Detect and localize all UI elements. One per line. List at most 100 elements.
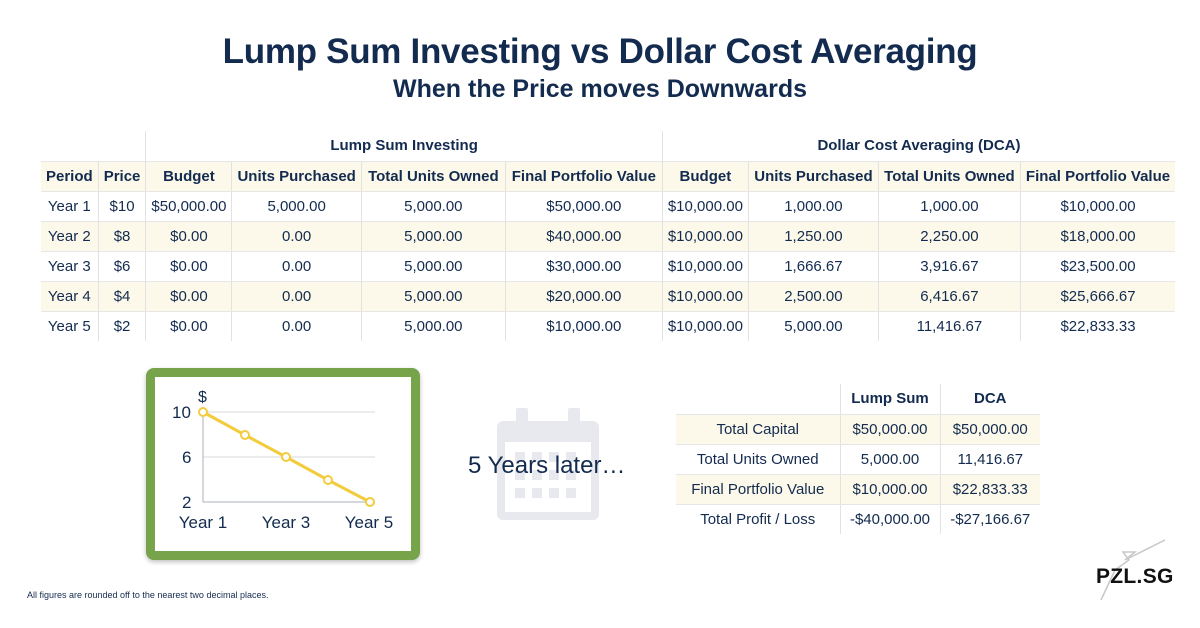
summary-header-blank	[676, 384, 840, 415]
group-header-lump-sum: Lump Sum Investing	[145, 131, 663, 162]
data-point-year-1	[198, 407, 208, 417]
cell-ls-final-value: $30,000.00	[504, 251, 663, 282]
x-tick-year-3: Year 3	[262, 513, 311, 532]
column-header-ls-total-units: Total Units Owned	[360, 161, 506, 192]
cell-period: Year 5	[47, 317, 91, 335]
cell-ls-units-purchased: 0.00	[231, 311, 362, 341]
cell-price: $2	[97, 311, 146, 341]
y-tick-2: 2	[182, 493, 191, 512]
summary-label: Total Profit / Loss	[700, 510, 816, 528]
summary-lump-sum-value: $10,000.00	[839, 474, 940, 505]
cell-ls-budget: $0.00	[145, 221, 232, 252]
page-subtitle: When the Price moves Downwards	[393, 75, 807, 103]
five-years-later-caption: 5 Years later…	[468, 452, 626, 479]
cell-ls-final-value: $20,000.00	[504, 281, 663, 312]
cell-price: $8	[97, 221, 146, 252]
data-point-year-2	[240, 430, 250, 440]
cell-dca-final-value: $25,666.67	[1019, 281, 1176, 312]
cell-ls-budget: $50,000.00	[145, 191, 232, 222]
column-header-period: Period	[41, 161, 99, 192]
comparison-table: Lump Sum Investing Dollar Cost Averaging…	[41, 131, 1176, 341]
table-row-year-5: Year 5 $2 $0.00 0.00 5,000.00 $10,000.00…	[41, 311, 1176, 341]
cell-dca-units-purchased: 1,000.00	[747, 191, 879, 222]
brand-logo: PZL.SG	[1096, 565, 1174, 588]
cell-dca-budget: $10,000.00	[661, 221, 749, 252]
cell-dca-final-value: $22,833.33	[1019, 311, 1176, 341]
cell-ls-budget: $0.00	[145, 311, 232, 341]
summary-row-profit-loss: Total Profit / Loss -$40,000.00 -$27,166…	[676, 504, 1040, 534]
cell-dca-final-value: $18,000.00	[1019, 221, 1176, 252]
cell-ls-units-purchased: 0.00	[231, 251, 362, 282]
cell-period: Year 1	[41, 191, 99, 222]
table-row-year-1: Year 1 $10 $50,000.00 5,000.00 5,000.00 …	[41, 191, 1176, 222]
table-row-year-4: Year 4 $4 $0.00 0.00 5,000.00 $20,000.00…	[41, 281, 1176, 312]
cell-price: $4	[97, 281, 146, 312]
blank-header-cell	[41, 131, 146, 162]
table-row-year-2: Year 2 $8 $0.00 0.00 5,000.00 $40,000.00…	[41, 221, 1176, 252]
summary-dca-value: $22,833.33	[939, 474, 1040, 505]
y-tick-6: 6	[182, 448, 191, 467]
price-chart: $ 10 6 2 Year 1 Year 3 Year 5	[146, 368, 420, 560]
summary-row-total-units: Total Units Owned 5,000.00 11,416.67	[676, 444, 1040, 475]
column-header-dca-units-purchased: Units Purchased	[747, 161, 879, 192]
summary-label: Final Portfolio Value	[676, 474, 840, 505]
cell-ls-total-units: 5,000.00	[360, 221, 506, 252]
column-header-dca-budget: Budget	[661, 161, 749, 192]
cell-ls-total-units: 5,000.00	[360, 251, 506, 282]
x-tick-year-5: Year 5	[345, 513, 394, 532]
cell-ls-final-value: $50,000.00	[504, 191, 663, 222]
cell-ls-final-value: $10,000.00	[504, 311, 663, 341]
cell-ls-units-purchased: 5,000.00	[231, 191, 362, 222]
y-axis-unit-label: $	[198, 389, 207, 406]
logo-swoosh-icon	[1100, 539, 1166, 601]
group-header-dca: Dollar Cost Averaging (DCA)	[661, 131, 1176, 162]
column-header-ls-units-purchased: Units Purchased	[231, 161, 362, 192]
column-header-dca-final-value: Final Portfolio Value	[1019, 161, 1176, 192]
summary-row-final-value: Final Portfolio Value $10,000.00 $22,833…	[676, 474, 1040, 505]
cell-period: Year 3	[41, 251, 99, 282]
summary-label: Total Units Owned	[676, 444, 840, 475]
summary-row-total-capital: Total Capital $50,000.00 $50,000.00	[676, 414, 1040, 445]
x-tick-year-1: Year 1	[179, 513, 228, 532]
cell-dca-total-units: 6,416.67	[877, 281, 1021, 312]
summary-header-lump-sum: Lump Sum	[839, 384, 940, 415]
cell-dca-total-units: 3,916.67	[877, 251, 1021, 282]
price-line-chart: $ 10 6 2 Year 1 Year 3 Year 5	[172, 389, 394, 532]
column-header-dca-total-units: Total Units Owned	[877, 161, 1021, 192]
data-point-year-3	[281, 452, 291, 462]
cell-period: Year 2	[41, 221, 99, 252]
summary-header-row: Lump Sum DCA	[676, 384, 1040, 415]
cell-ls-budget: $0.00	[145, 281, 232, 312]
cell-dca-budget: $10,000.00	[661, 251, 749, 282]
cell-dca-total-units: 2,250.00	[877, 221, 1021, 252]
summary-lump-sum-value: $50,000.00	[839, 414, 940, 445]
cell-price: $6	[97, 251, 146, 282]
cell-ls-total-units: 5,000.00	[360, 281, 506, 312]
cell-dca-units-purchased: 2,500.00	[747, 281, 879, 312]
summary-table: Lump Sum DCA Total Capital $50,000.00 $5…	[676, 384, 1040, 534]
column-header-ls-final-value: Final Portfolio Value	[504, 161, 663, 192]
cell-dca-total-units: 1,000.00	[877, 191, 1021, 222]
cell-dca-final-value: $10,000.00	[1019, 191, 1176, 222]
column-header-ls-budget: Budget	[145, 161, 232, 192]
cell-dca-units-purchased: 1,666.67	[747, 251, 879, 282]
cell-dca-budget: $10,000.00	[661, 191, 749, 222]
cell-dca-units-purchased: 5,000.00	[747, 311, 879, 341]
summary-dca-value: 11,416.67	[939, 444, 1040, 475]
cell-dca-final-value: $23,500.00	[1019, 251, 1176, 282]
cell-ls-budget: $0.00	[145, 251, 232, 282]
cell-ls-total-units: 5,000.00	[360, 191, 506, 222]
cell-ls-units-purchased: 0.00	[231, 281, 362, 312]
column-header-price: Price	[97, 161, 146, 192]
cell-ls-total-units: 5,000.00	[360, 311, 506, 341]
cell-ls-units-purchased: 0.00	[231, 221, 362, 252]
summary-dca-value: -$27,166.67	[939, 504, 1040, 534]
cell-price: $10	[97, 191, 146, 222]
cell-dca-budget: $10,000.00	[661, 311, 749, 341]
page-title: Lump Sum Investing vs Dollar Cost Averag…	[222, 32, 978, 71]
calendar-icon	[497, 408, 599, 520]
summary-header-dca: DCA	[939, 384, 1040, 415]
group-header-row: Lump Sum Investing Dollar Cost Averaging…	[41, 131, 1176, 162]
summary-dca-value: $50,000.00	[939, 414, 1040, 445]
cell-dca-total-units: 11,416.67	[877, 311, 1021, 341]
